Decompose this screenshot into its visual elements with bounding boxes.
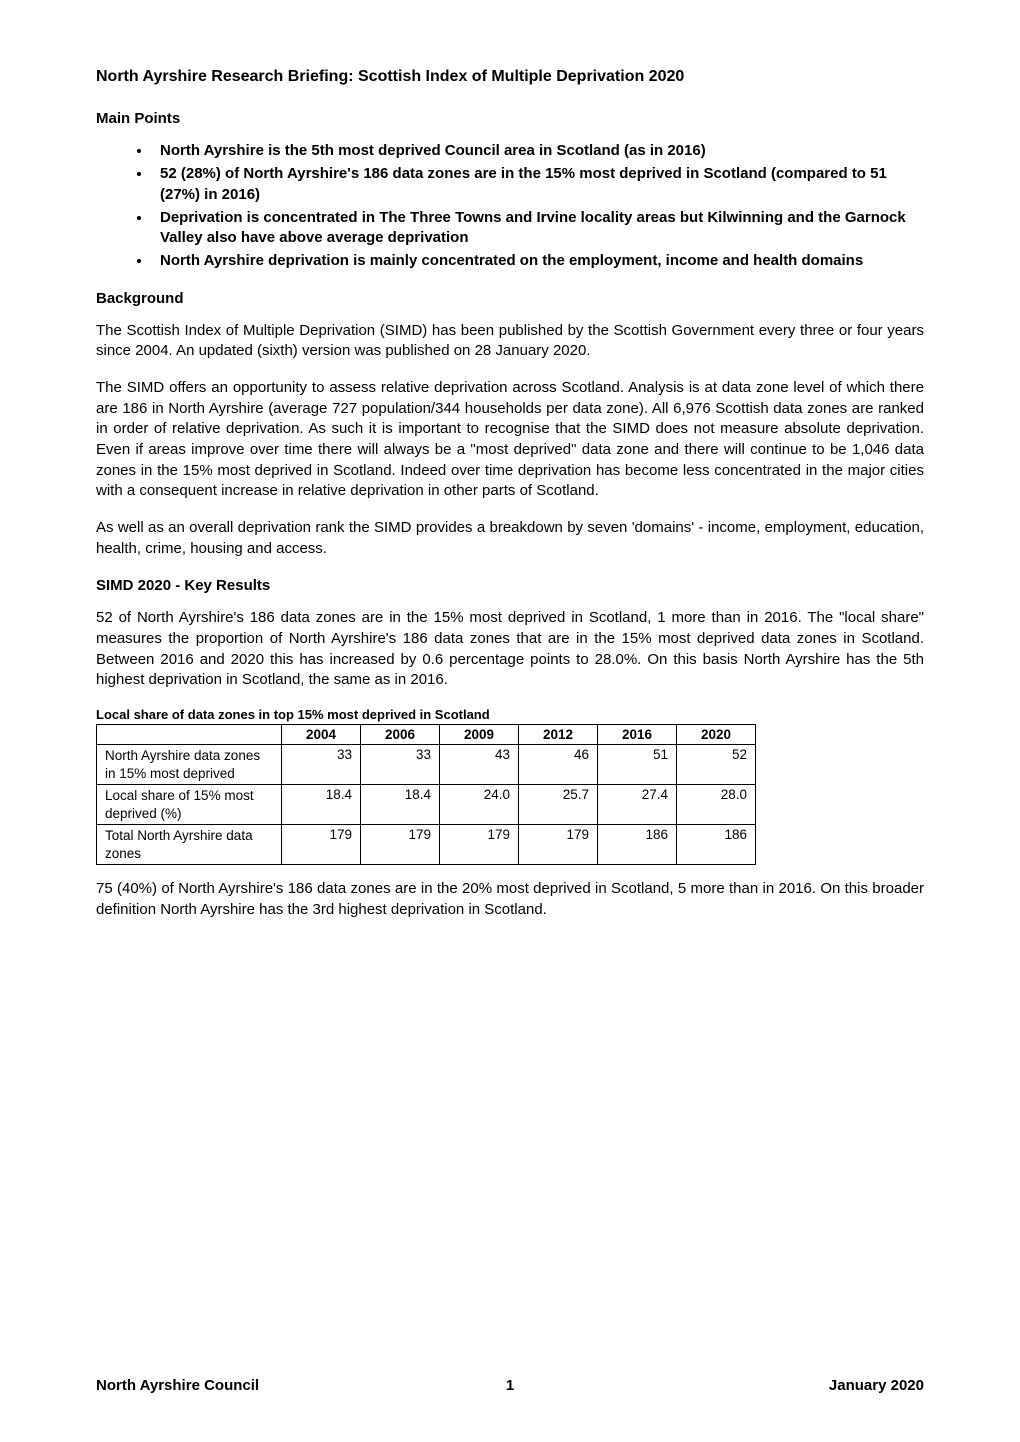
table-header: 2006 bbox=[361, 725, 440, 745]
table-cell: 27.4 bbox=[598, 785, 677, 825]
background-para-1: The Scottish Index of Multiple Deprivati… bbox=[96, 321, 924, 362]
table-cell: 51 bbox=[598, 745, 677, 785]
background-heading: Background bbox=[96, 290, 924, 307]
table-cell: 179 bbox=[361, 825, 440, 865]
table-row-label: North Ayrshire data zones in 15% most de… bbox=[97, 745, 282, 785]
table-cell: 179 bbox=[282, 825, 361, 865]
table-cell: 24.0 bbox=[440, 785, 519, 825]
table-header-row: 2004 2006 2009 2012 2016 2020 bbox=[97, 725, 756, 745]
table-cell: 186 bbox=[598, 825, 677, 865]
table-cell: 25.7 bbox=[519, 785, 598, 825]
table-header: 2004 bbox=[282, 725, 361, 745]
table-header-blank bbox=[97, 725, 282, 745]
table-cell: 33 bbox=[282, 745, 361, 785]
bullet-item: North Ayrshire is the 5th most deprived … bbox=[152, 141, 924, 161]
table-cell: 179 bbox=[440, 825, 519, 865]
table-cell: 52 bbox=[677, 745, 756, 785]
table-row-label: Total North Ayrshire data zones bbox=[97, 825, 282, 865]
key-results-heading: SIMD 2020 - Key Results bbox=[96, 577, 924, 594]
page-title: North Ayrshire Research Briefing: Scotti… bbox=[96, 68, 924, 86]
table-cell: 46 bbox=[519, 745, 598, 785]
table-row: Local share of 15% most deprived (%) 18.… bbox=[97, 785, 756, 825]
table-row-label: Local share of 15% most deprived (%) bbox=[97, 785, 282, 825]
table-cell: 186 bbox=[677, 825, 756, 865]
table-cell: 28.0 bbox=[677, 785, 756, 825]
local-share-table: 2004 2006 2009 2012 2016 2020 North Ayrs… bbox=[96, 724, 756, 865]
table-cell: 18.4 bbox=[282, 785, 361, 825]
bullet-item: 52 (28%) of North Ayrshire's 186 data zo… bbox=[152, 164, 924, 205]
table-cell: 33 bbox=[361, 745, 440, 785]
table-cell: 18.4 bbox=[361, 785, 440, 825]
main-points-list: North Ayrshire is the 5th most deprived … bbox=[96, 141, 924, 272]
table-row: Total North Ayrshire data zones 179 179 … bbox=[97, 825, 756, 865]
key-results-para-1: 52 of North Ayrshire's 186 data zones ar… bbox=[96, 608, 924, 691]
bullet-item: Deprivation is concentrated in The Three… bbox=[152, 208, 924, 249]
background-para-2: The SIMD offers an opportunity to assess… bbox=[96, 378, 924, 502]
main-points-heading: Main Points bbox=[96, 110, 924, 127]
table-cell: 43 bbox=[440, 745, 519, 785]
table-header: 2012 bbox=[519, 725, 598, 745]
table-header: 2020 bbox=[677, 725, 756, 745]
page-footer: North Ayrshire Council 1 January 2020 bbox=[96, 1377, 924, 1394]
footer-page-number: 1 bbox=[96, 1377, 924, 1394]
table-header: 2009 bbox=[440, 725, 519, 745]
table-row: North Ayrshire data zones in 15% most de… bbox=[97, 745, 756, 785]
key-results-para-2: 75 (40%) of North Ayrshire's 186 data zo… bbox=[96, 879, 924, 920]
table-header: 2016 bbox=[598, 725, 677, 745]
bullet-item: North Ayrshire deprivation is mainly con… bbox=[152, 251, 924, 271]
table-caption: Local share of data zones in top 15% mos… bbox=[96, 707, 924, 722]
background-para-3: As well as an overall deprivation rank t… bbox=[96, 518, 924, 559]
table-cell: 179 bbox=[519, 825, 598, 865]
